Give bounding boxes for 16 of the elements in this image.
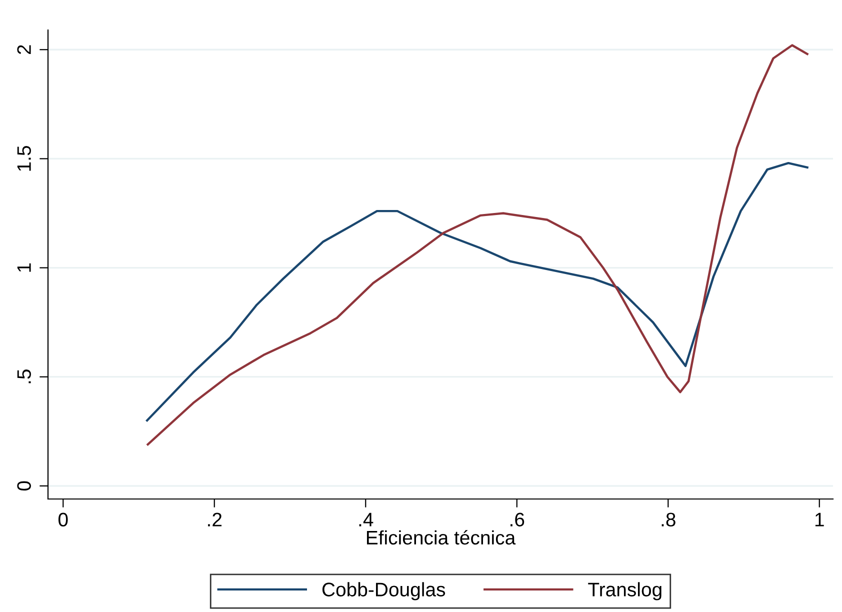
y-tick-label: .5 xyxy=(17,370,31,384)
y-tick-label: 1 xyxy=(17,263,31,272)
legend-label: Cobb-Douglas xyxy=(322,582,446,600)
x-tick-label: .2 xyxy=(208,512,222,526)
y-tick-label: 2 xyxy=(17,45,31,54)
legend-label: Translog xyxy=(588,582,662,600)
x-tick-label: 1 xyxy=(815,512,824,526)
y-tick-label: 1.5 xyxy=(17,146,31,171)
x-axis-title: Eficiencia técnica xyxy=(366,530,516,545)
y-tick-label: 0 xyxy=(17,481,31,491)
x-tick-label: 0 xyxy=(58,512,68,526)
x-tick-label: .8 xyxy=(662,512,676,526)
x-tick-label: .4 xyxy=(359,512,374,526)
line-series xyxy=(146,44,808,446)
x-tick-label: .6 xyxy=(510,512,524,526)
line-series xyxy=(146,162,808,422)
